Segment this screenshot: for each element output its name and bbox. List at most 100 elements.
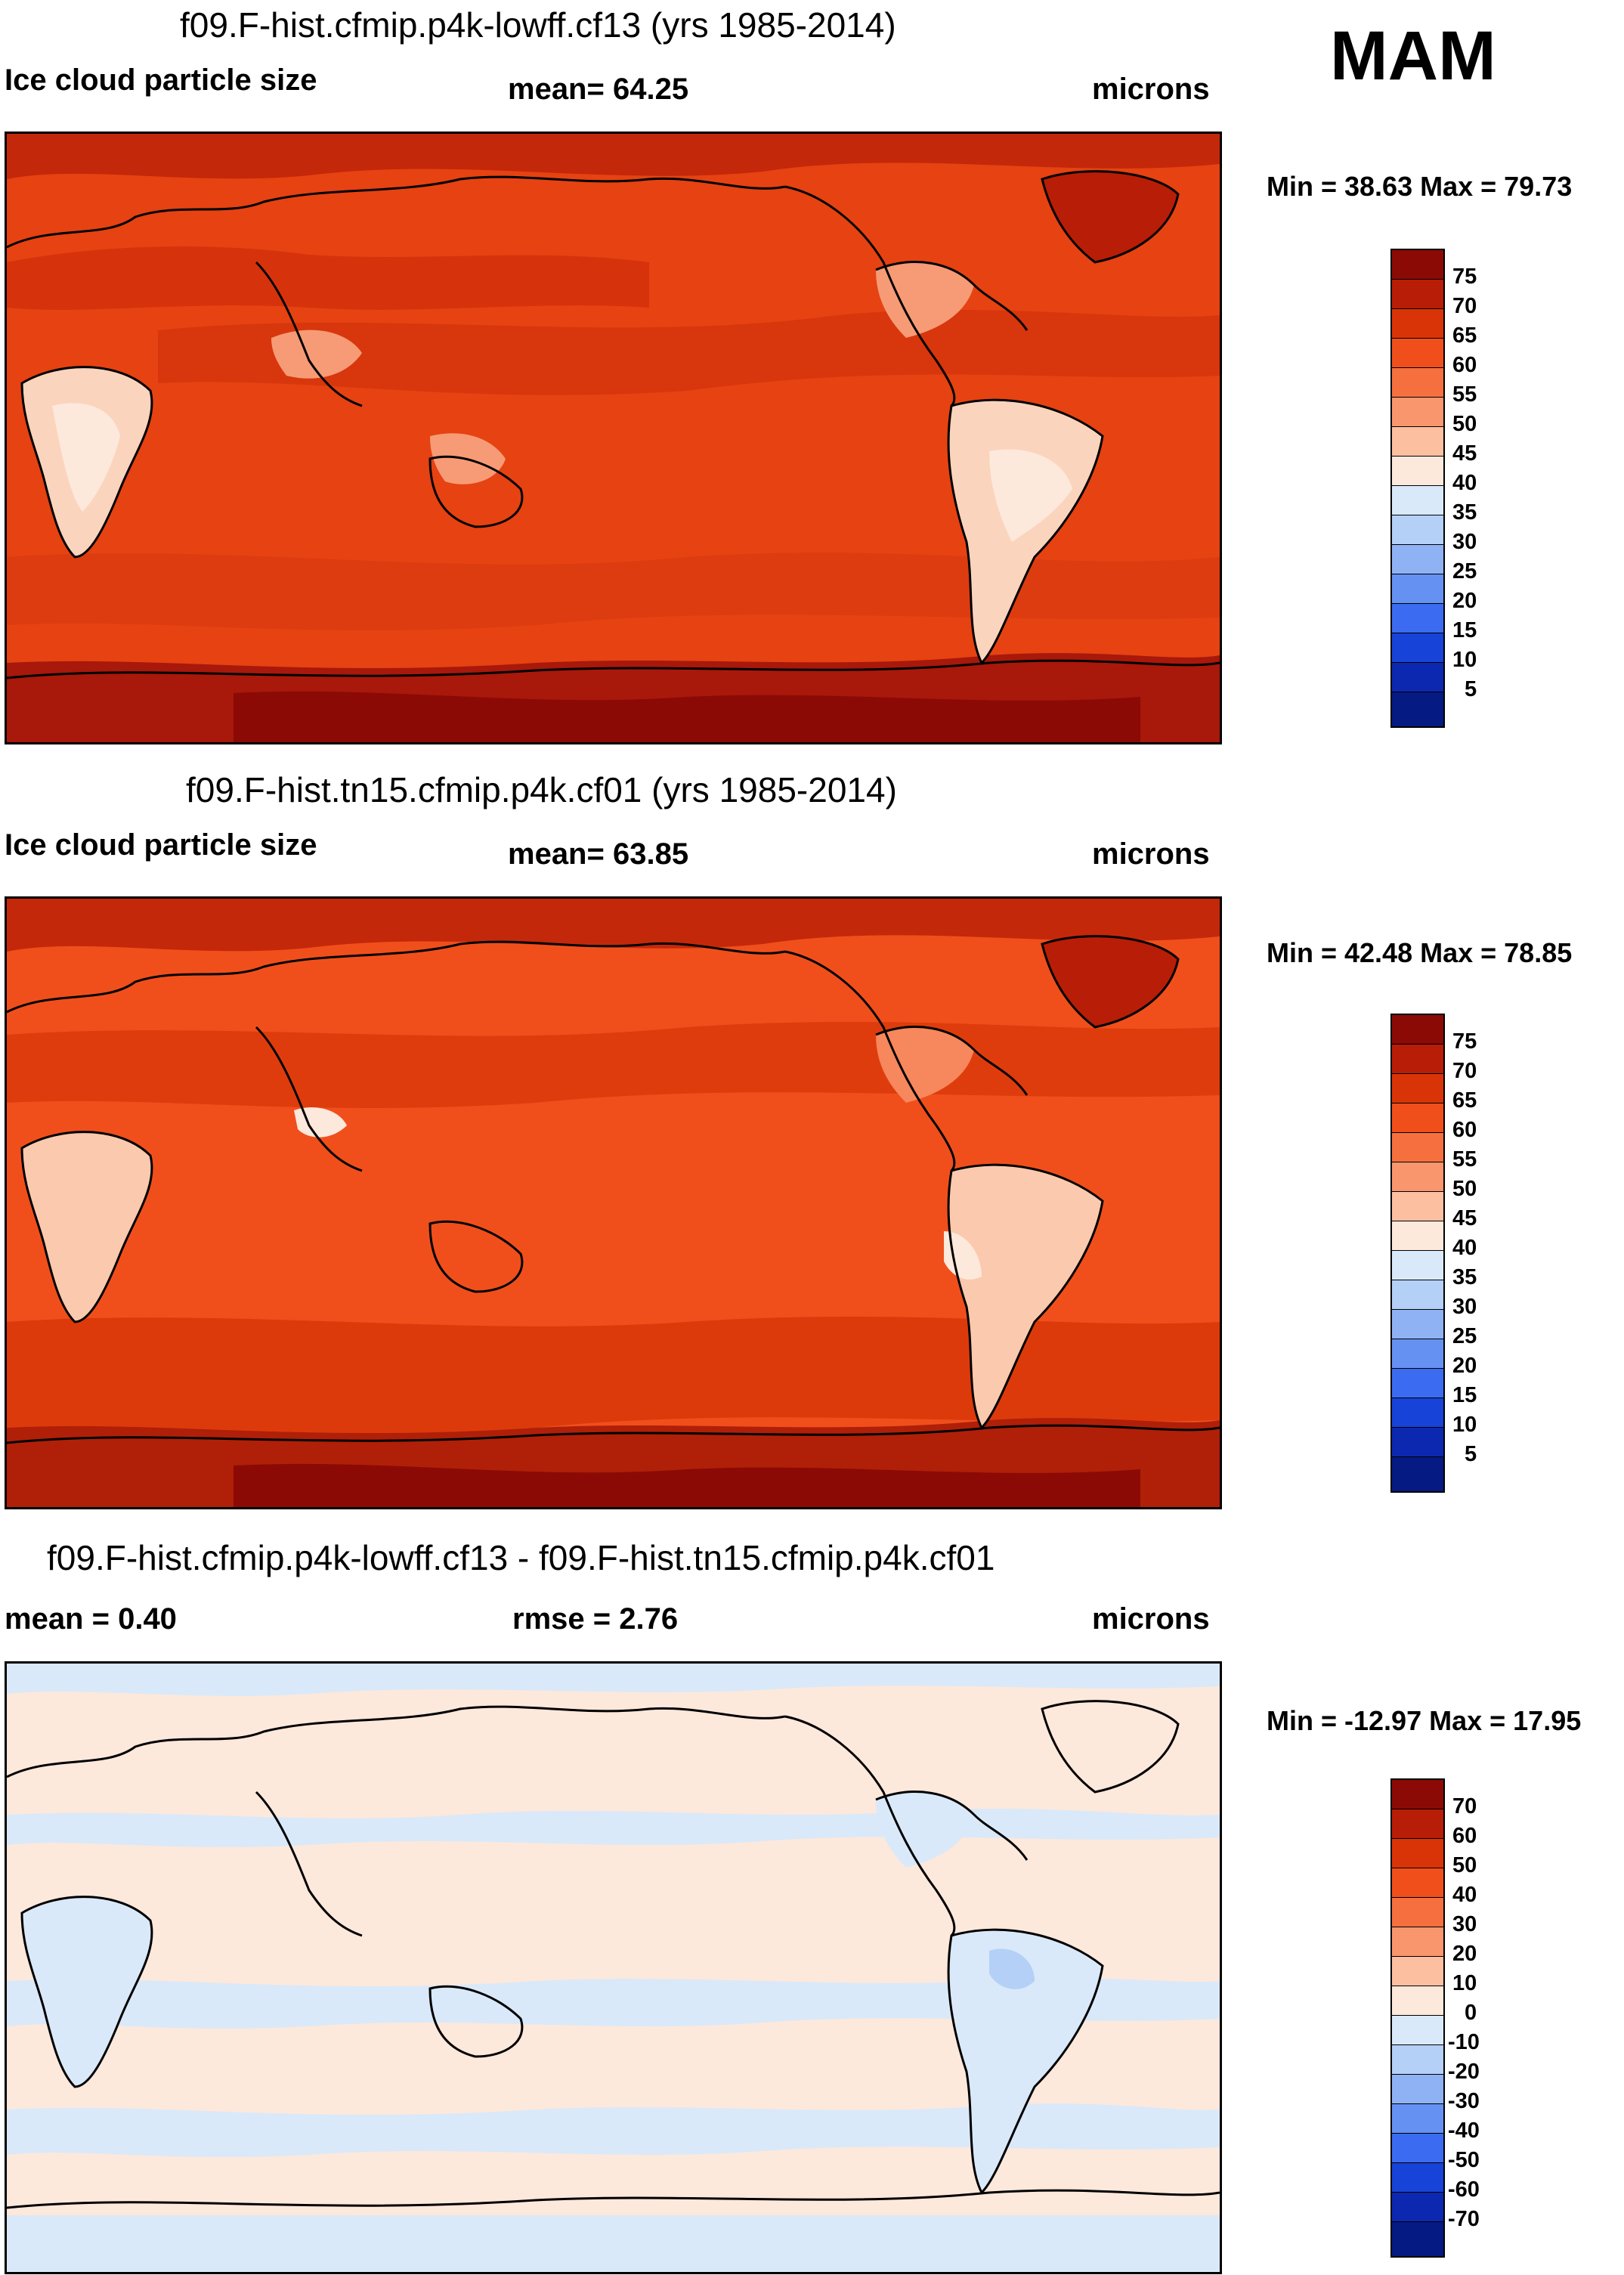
panel-2-units-label: microns — [1092, 837, 1210, 871]
panel-1-colorbar-tick: 60 — [1452, 353, 1477, 377]
panel-1-minmax-label: Min = 38.63 Max = 79.73 — [1267, 171, 1573, 202]
panel-2-colorbar — [1390, 1014, 1445, 1493]
panel-3-units-label: microns — [1092, 1602, 1210, 1636]
panel-3-colorbar-box — [1392, 1986, 1443, 2017]
panel-3-colorbar-tick: 40 — [1452, 1883, 1477, 1907]
panel-3-mean-label: mean = 0.40 — [5, 1602, 177, 1636]
panel-1-colorbar-box — [1392, 309, 1443, 339]
panel-1-map-field — [7, 134, 1220, 742]
panel-3-map-field — [7, 1664, 1220, 2272]
panel-2-map-field — [7, 899, 1220, 1507]
panel-1-colorbar-box — [1392, 692, 1443, 726]
panel-3-colorbar-tick: 10 — [1452, 1971, 1477, 1995]
panel-2-colorbar-tick: 30 — [1452, 1295, 1477, 1319]
panel-3-colorbar-box — [1392, 2193, 1443, 2223]
panel-2-colorbar-tick: 5 — [1465, 1442, 1477, 1466]
panel-1-colorbar-tick: 20 — [1452, 589, 1477, 613]
panel-2-colorbar-tick: 40 — [1452, 1236, 1477, 1260]
panel-3-minmax-label: Min = -12.97 Max = 17.95 — [1267, 1705, 1582, 1736]
panel-1-map — [5, 132, 1222, 744]
panel-3-colorbar-box — [1392, 2075, 1443, 2105]
panel-1-title: f09.F-hist.cfmip.p4k-lowff.cf13 (yrs 198… — [180, 5, 896, 45]
panel-3-colorbar-tick: 20 — [1452, 1942, 1477, 1966]
panel-2-colorbar-box — [1392, 1339, 1443, 1370]
panel-3-colorbar-tick: 50 — [1452, 1853, 1477, 1877]
panel-2-colorbar-tick: 50 — [1452, 1177, 1477, 1201]
panel-1-colorbar-tick: 55 — [1452, 382, 1477, 407]
panel-2-colorbar-box — [1392, 1103, 1443, 1134]
panel-2-colorbar-tick: 75 — [1452, 1029, 1477, 1054]
season-label: MAM — [1330, 17, 1496, 94]
panel-2-colorbar-box — [1392, 1074, 1443, 1104]
panel-1-colorbar-box — [1392, 427, 1443, 457]
panel-3-colorbar-tick: -20 — [1448, 2060, 1480, 2084]
panel-2-colorbar-box — [1392, 1280, 1443, 1311]
panel-3-colorbar — [1390, 1778, 1445, 2258]
panel-2-colorbar-box — [1392, 1369, 1443, 1399]
panel-2-colorbar-box — [1392, 1045, 1443, 1075]
panel-2-colorbar-tick: 65 — [1452, 1088, 1477, 1113]
panel-3-colorbar-tick: 0 — [1465, 2001, 1477, 2025]
panel-3-rmse-label: rmse = 2.76 — [512, 1602, 679, 1636]
panel-3-colorbar-box — [1392, 1957, 1443, 1987]
panel-3-colorbar-tick: -50 — [1448, 2148, 1480, 2172]
panel-2-colorbar-box — [1392, 1015, 1443, 1045]
panel-1-colorbar-tick: 75 — [1452, 265, 1477, 289]
panel-3-colorbar-box — [1392, 2163, 1443, 2193]
panel-3-colorbar-tick: -10 — [1448, 2030, 1480, 2054]
panel-1-colorbar-box — [1392, 398, 1443, 428]
panel-1-colorbar-box — [1392, 486, 1443, 516]
panel-1-variable-label: Ice cloud particle size — [5, 63, 317, 97]
panel-2-colorbar-box — [1392, 1310, 1443, 1340]
panel-3-colorbar-box — [1392, 1898, 1443, 1928]
panel-2-colorbar-box — [1392, 1192, 1443, 1222]
panel-2-colorbar-tick: 35 — [1452, 1265, 1477, 1289]
panel-2-colorbar-tick: 60 — [1452, 1118, 1477, 1142]
panel-3-colorbar-tick: -30 — [1448, 2089, 1480, 2113]
panel-1-mean-label: mean= 64.25 — [508, 73, 689, 106]
panel-3-colorbar-box — [1392, 1927, 1443, 1958]
panel-3-colorbar-tick: -40 — [1448, 2119, 1480, 2143]
panel-1-colorbar-box — [1392, 250, 1443, 280]
panel-1-colorbar-tick: 15 — [1452, 618, 1477, 642]
panel-1-colorbar-tick: 50 — [1452, 412, 1477, 436]
panel-3-colorbar-box — [1392, 1839, 1443, 1869]
panel-3-colorbar-tick: -70 — [1448, 2207, 1480, 2231]
panel-1-colorbar-box — [1392, 663, 1443, 693]
panel-3-colorbar-box — [1392, 1809, 1443, 1840]
panel-2-colorbar-box — [1392, 1133, 1443, 1163]
panel-1-colorbar-box — [1392, 457, 1443, 487]
panel-3-colorbar-box — [1392, 2016, 1443, 2046]
panel-1-colorbar-tick: 25 — [1452, 559, 1477, 583]
panel-1-colorbar-box — [1392, 280, 1443, 310]
panel-2-colorbar-tick: 55 — [1452, 1147, 1477, 1172]
panel-1-colorbar-box — [1392, 368, 1443, 398]
panel-2-colorbar-tick: 15 — [1452, 1383, 1477, 1407]
panel-1-colorbar-box — [1392, 633, 1443, 664]
panel-2-mean-label: mean= 63.85 — [508, 837, 689, 871]
panel-3-colorbar-box — [1392, 2134, 1443, 2164]
panel-2-colorbar-box — [1392, 1457, 1443, 1491]
panel-2-colorbar-tick: 70 — [1452, 1059, 1477, 1083]
panel-1-colorbar-tick: 70 — [1452, 294, 1477, 318]
panel-2-colorbar-box — [1392, 1162, 1443, 1193]
panel-2-colorbar-box — [1392, 1251, 1443, 1281]
panel-1-colorbar-tick: 65 — [1452, 323, 1477, 348]
panel-2-title: f09.F-hist.tn15.cfmip.p4k.cf01 (yrs 1985… — [186, 770, 897, 809]
panel-1-colorbar-tick: 5 — [1465, 677, 1477, 701]
panel-3-title: f09.F-hist.cfmip.p4k-lowff.cf13 - f09.F-… — [47, 1538, 995, 1577]
panel-3-colorbar-box — [1392, 1780, 1443, 1810]
panel-1-colorbar-tick: 45 — [1452, 441, 1477, 466]
panel-1-colorbar-tick: 30 — [1452, 530, 1477, 554]
panel-1-colorbar-box — [1392, 604, 1443, 634]
panel-3-colorbar-box — [1392, 1868, 1443, 1899]
panel-2-colorbar-tick: 20 — [1452, 1354, 1477, 1378]
panel-1-colorbar-box — [1392, 574, 1443, 605]
panel-1-units-label: microns — [1092, 73, 1210, 106]
panel-2-colorbar-tick: 45 — [1452, 1206, 1477, 1230]
panel-1-colorbar-tick: 40 — [1452, 471, 1477, 495]
panel-1-colorbar — [1390, 249, 1445, 728]
panel-1-colorbar-box — [1392, 545, 1443, 575]
panel-1-colorbar-box — [1392, 515, 1443, 546]
panel-2-colorbar-box — [1392, 1428, 1443, 1458]
